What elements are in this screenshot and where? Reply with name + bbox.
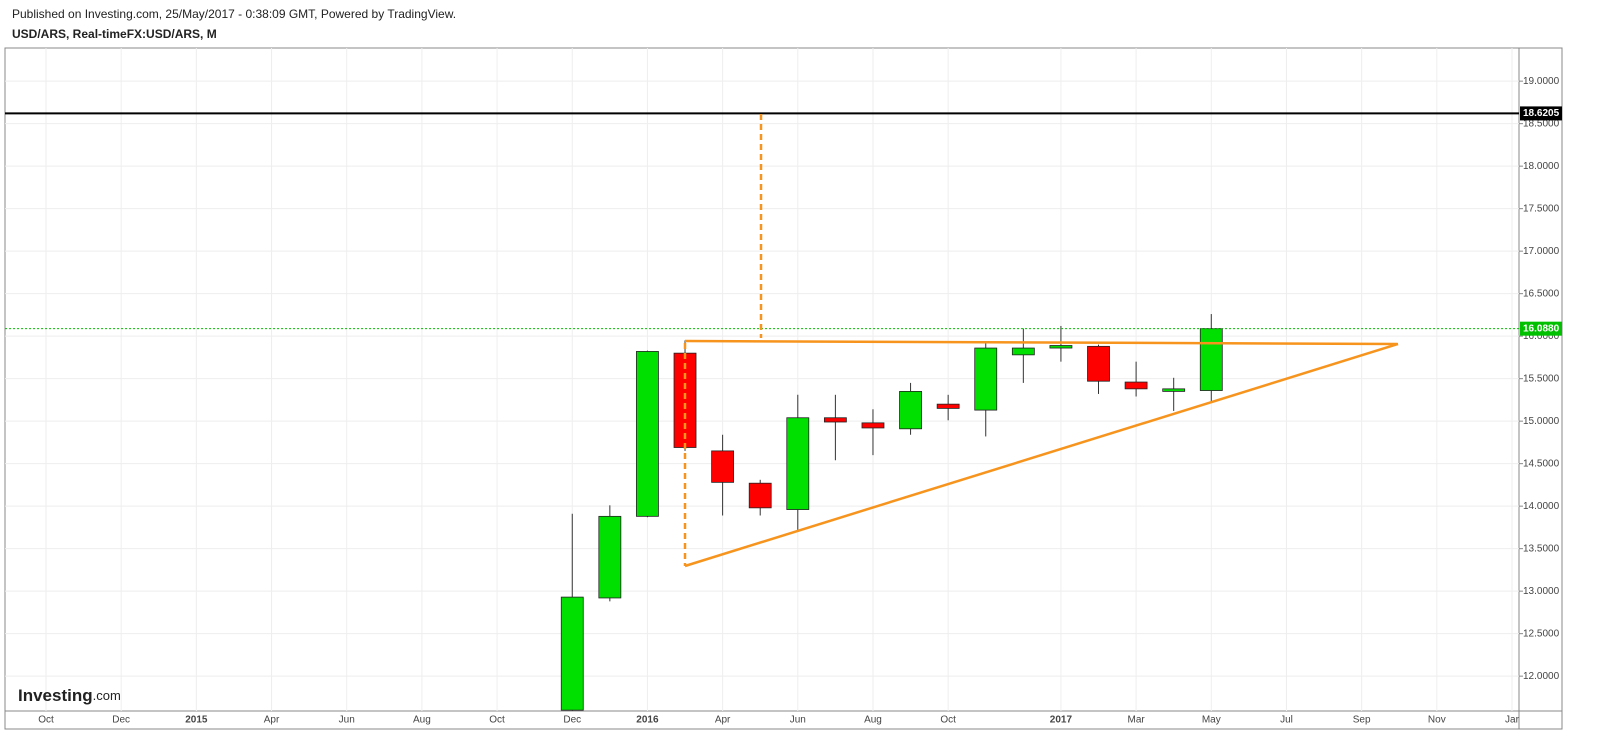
candle-body [1049, 345, 1073, 349]
x-tick-label: Jul [1280, 715, 1293, 726]
candle-body [1087, 345, 1110, 382]
y-tick-label: 13.0000 [1523, 586, 1560, 597]
y-tick-label: 16.5000 [1523, 288, 1560, 299]
x-tick-label: Aug [413, 715, 431, 726]
price-badge-label: 16.0880 [1523, 323, 1560, 334]
candle-body [861, 422, 885, 429]
x-tick-label: Nov [1428, 715, 1446, 726]
frame [4, 47, 1563, 730]
x-tick-label: Oct [489, 715, 505, 726]
x-tick-label: Mar [1127, 715, 1145, 726]
candle-body [560, 596, 584, 711]
triangle-bottom [684, 342, 1399, 568]
triangle-top [684, 339, 1399, 346]
x-tick-label: Apr [264, 715, 280, 726]
price-badge [1520, 321, 1562, 336]
plot-area [5, 112, 1519, 711]
y-tick-label: 16.0000 [1523, 331, 1560, 342]
y-tick-label: 14.5000 [1523, 458, 1560, 469]
x-tick-label: Oct [38, 715, 54, 726]
y-tick-label: 18.5000 [1523, 118, 1560, 129]
logo: Investing.com [18, 686, 121, 705]
candle-body [936, 403, 960, 409]
x-tick-label: 2016 [636, 715, 659, 726]
candle-body [974, 347, 998, 411]
logo-suffix: .com [93, 688, 121, 703]
y-tick-label: 18.0000 [1523, 161, 1560, 172]
candle-body [1162, 388, 1186, 392]
x-tick-label: 2017 [1050, 715, 1073, 726]
x-tick-label: Oct [940, 715, 956, 726]
x-tick-label: Aug [864, 715, 882, 726]
y-tick-label: 15.0000 [1523, 416, 1560, 427]
y-tick-label: 17.0000 [1523, 246, 1560, 257]
x-tick-label: Sep [1353, 715, 1371, 726]
y-tick-label: 14.0000 [1523, 501, 1560, 512]
candle-body [1011, 347, 1035, 356]
logo-brand: Investing [18, 686, 93, 705]
x-tick-label: Dec [563, 715, 581, 726]
x-tick-label: Jun [339, 715, 355, 726]
price-badge [1520, 106, 1562, 121]
price-badge-label: 18.6205 [1523, 108, 1560, 119]
candle-body [823, 417, 847, 423]
candle-body [598, 515, 622, 599]
candle-body [899, 390, 922, 430]
x-tick-label: Jun [790, 715, 806, 726]
x-tick-label: Jar [1505, 715, 1520, 726]
x-tick-label: Dec [112, 715, 130, 726]
y-tick-label: 15.5000 [1523, 373, 1560, 384]
candle-body [1199, 328, 1223, 391]
y-tick-label: 12.0000 [1523, 671, 1560, 682]
x-tick-label: 2015 [185, 715, 208, 726]
axes: 12.0000 12.5000 13.0000 13.5000 14.0000 14.50… [38, 76, 1562, 726]
y-tick-label: 17.5000 [1523, 203, 1560, 214]
candle-body [748, 482, 772, 509]
candle-body [1124, 381, 1148, 390]
trendlines [683, 114, 1399, 568]
candle-body [786, 417, 810, 510]
candle-body [636, 351, 659, 517]
symbol-title: USD/ARS, Real-timeFX:USD/ARS, M [12, 27, 217, 41]
y-tick-label: 13.5000 [1523, 543, 1560, 554]
x-tick-label: May [1202, 715, 1221, 726]
y-tick-label: 12.5000 [1523, 628, 1560, 639]
published-note: Published on Investing.com, 25/May/2017 … [12, 7, 456, 21]
x-tick-label: Apr [715, 715, 731, 726]
y-tick-label: 19.0000 [1523, 76, 1560, 87]
candle-body [711, 450, 735, 483]
